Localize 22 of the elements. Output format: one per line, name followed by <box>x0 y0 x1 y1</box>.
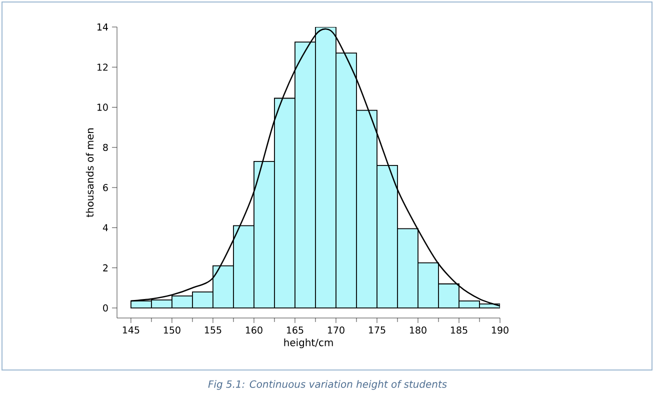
x-tick-label: 170 <box>328 326 344 334</box>
x-tick-label: 165 <box>286 326 304 334</box>
y-tick-label: 4 <box>102 224 108 232</box>
line-series <box>130 28 500 307</box>
x-tick-label: 145 <box>122 326 140 334</box>
x-tick-label: 160 <box>246 326 262 334</box>
y-tick-label: 2 <box>103 264 108 272</box>
y-tick-label: 0 <box>103 304 108 312</box>
text: Fig 5.1: Continuous variation height of students <box>208 380 447 390</box>
x-tick-label: 175 <box>368 326 386 334</box>
y-tick-label: 14 <box>97 24 108 30</box>
y-tick-label: 6 <box>103 184 108 192</box>
y-axis-title: thousands of men <box>86 128 94 218</box>
x-tick-label: 185 <box>451 326 468 334</box>
x-tick-label: 180 <box>410 326 426 334</box>
y-tick-label: 10 <box>97 104 108 111</box>
y-tick-label: 8 <box>103 144 108 151</box>
x-tick-label: 190 <box>492 326 508 334</box>
x-tick-label: 150 <box>164 326 180 334</box>
x-tick-label: 155 <box>204 326 222 334</box>
x-axis-title: height/cm <box>284 338 333 348</box>
y-tick-label: 12 <box>97 64 108 71</box>
